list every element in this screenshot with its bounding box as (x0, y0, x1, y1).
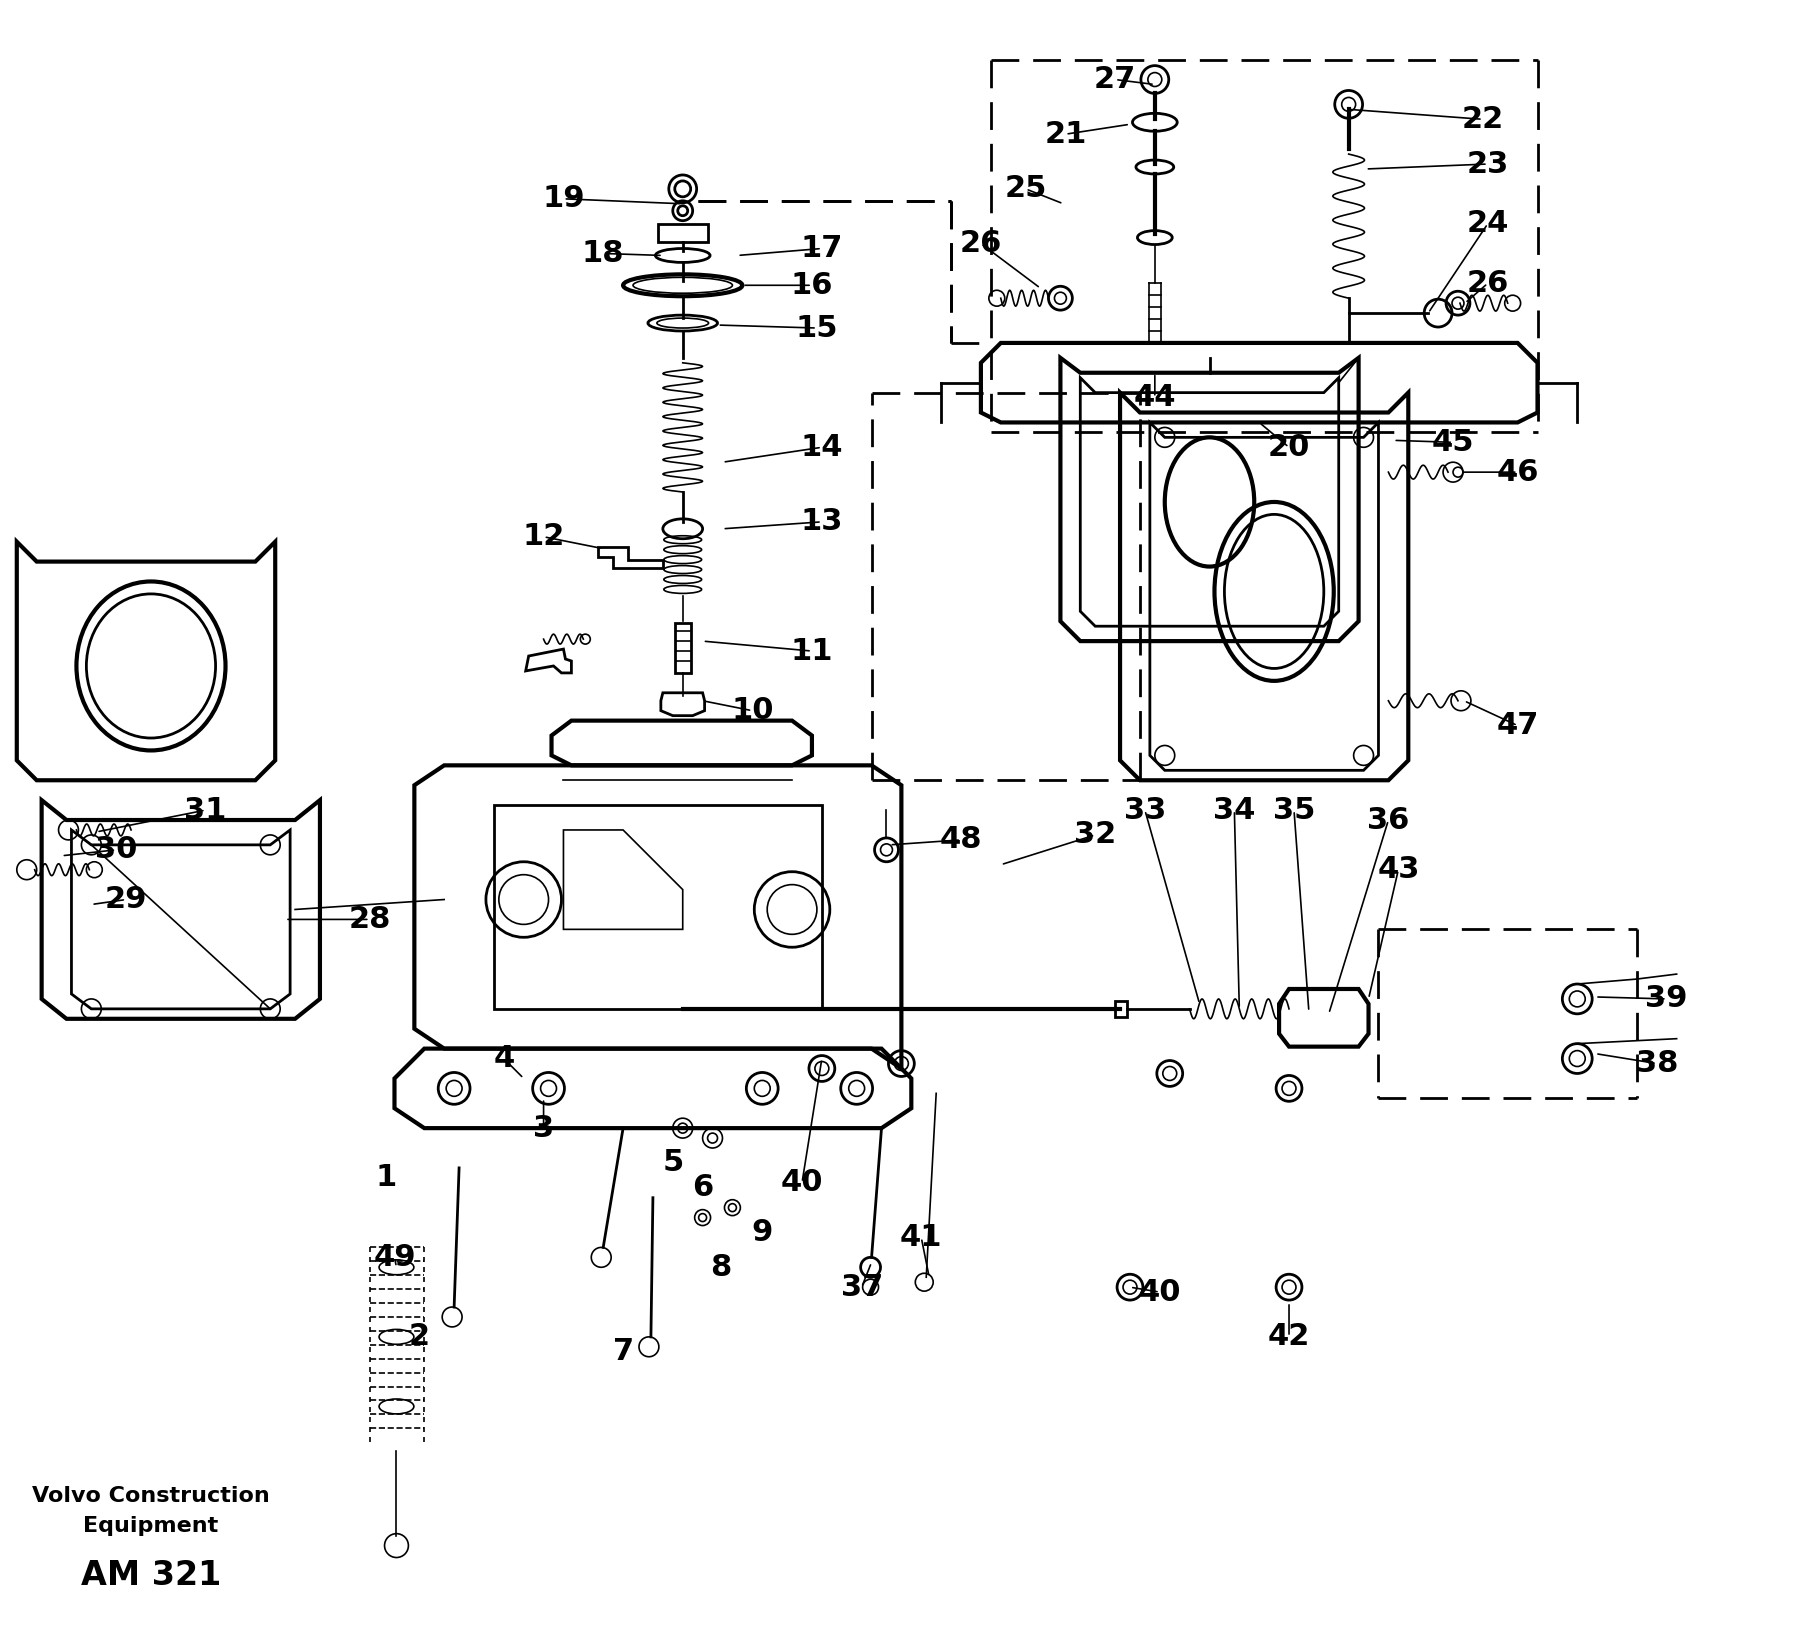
Text: 15: 15 (795, 313, 838, 342)
Text: 46: 46 (1495, 458, 1538, 487)
Text: 6: 6 (691, 1174, 713, 1202)
Text: 49: 49 (374, 1243, 415, 1272)
Text: 45: 45 (1431, 428, 1473, 458)
Text: 18: 18 (582, 239, 624, 268)
Text: 37: 37 (840, 1272, 882, 1302)
Text: 11: 11 (791, 637, 833, 665)
Text: 28: 28 (348, 905, 390, 933)
Text: 48: 48 (940, 825, 981, 854)
Text: 21: 21 (1043, 120, 1087, 148)
Text: 36: 36 (1366, 805, 1409, 835)
Text: 44: 44 (1134, 384, 1175, 412)
Text: 1: 1 (375, 1164, 397, 1192)
Text: 17: 17 (800, 234, 842, 263)
Text: 27: 27 (1094, 66, 1136, 94)
Text: 39: 39 (1645, 984, 1687, 1014)
Text: 4: 4 (493, 1044, 513, 1073)
Bar (493, 805, 822, 1009)
Text: 29: 29 (105, 886, 147, 914)
Text: 5: 5 (662, 1149, 684, 1177)
Bar (675, 624, 691, 673)
Bar (657, 224, 707, 242)
Text: 31: 31 (185, 795, 227, 825)
Text: Equipment: Equipment (83, 1516, 218, 1536)
Text: 38: 38 (1634, 1049, 1676, 1078)
Text: 8: 8 (709, 1253, 731, 1282)
Text: 42: 42 (1268, 1322, 1310, 1351)
Text: 14: 14 (800, 433, 844, 463)
Text: 20: 20 (1268, 433, 1310, 463)
Text: 7: 7 (611, 1337, 633, 1366)
Text: 34: 34 (1212, 795, 1255, 825)
Text: 2: 2 (408, 1322, 430, 1351)
Text: 43: 43 (1377, 856, 1419, 884)
Text: 3: 3 (533, 1114, 553, 1142)
Text: 35: 35 (1272, 795, 1315, 825)
Text: 23: 23 (1466, 150, 1507, 178)
Bar (1114, 1001, 1126, 1017)
Text: 12: 12 (522, 522, 564, 551)
Text: 47: 47 (1495, 711, 1538, 741)
Text: 32: 32 (1074, 820, 1116, 849)
Text: 10: 10 (731, 696, 773, 726)
Text: 22: 22 (1460, 105, 1504, 133)
Text: 40: 40 (1137, 1277, 1181, 1307)
Text: 30: 30 (94, 835, 138, 864)
Text: 33: 33 (1123, 795, 1165, 825)
Text: 19: 19 (542, 184, 584, 214)
Text: 25: 25 (1003, 174, 1047, 204)
Text: 26: 26 (1466, 268, 1507, 298)
Text: AM 321: AM 321 (82, 1559, 221, 1592)
Text: 26: 26 (960, 229, 1001, 258)
Text: 16: 16 (791, 272, 833, 300)
Text: 9: 9 (751, 1218, 773, 1248)
Text: 13: 13 (800, 507, 842, 537)
Text: 41: 41 (900, 1223, 941, 1253)
Text: 40: 40 (780, 1169, 824, 1197)
Text: Volvo Construction: Volvo Construction (33, 1486, 270, 1506)
Text: 24: 24 (1466, 209, 1507, 239)
